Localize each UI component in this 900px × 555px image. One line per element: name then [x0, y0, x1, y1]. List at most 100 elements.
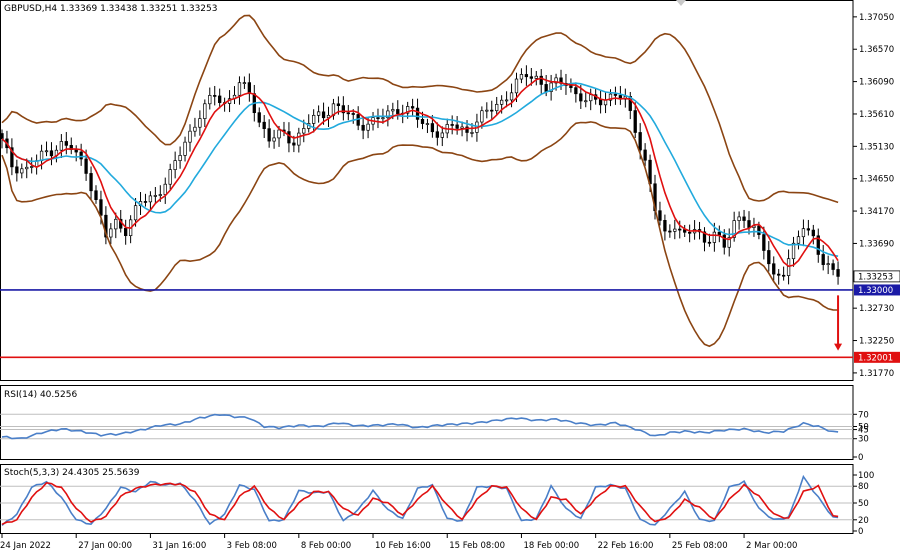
candle[interactable] [836, 261, 840, 285]
candle[interactable] [153, 186, 158, 204]
candle[interactable] [173, 151, 177, 179]
candle[interactable] [702, 227, 707, 252]
candle[interactable] [49, 142, 54, 166]
candle[interactable] [762, 226, 766, 260]
candle[interactable] [410, 98, 415, 117]
candle[interactable] [25, 158, 29, 179]
candle[interactable] [148, 191, 153, 211]
candle[interactable] [208, 87, 212, 110]
candle[interactable] [668, 224, 672, 238]
candle[interactable] [89, 166, 93, 200]
candle[interactable] [455, 116, 459, 135]
candle[interactable] [742, 209, 746, 228]
scroll-marker-icon [676, 0, 686, 6]
candle[interactable] [114, 212, 118, 239]
candle[interactable] [124, 219, 128, 245]
candle[interactable] [613, 86, 618, 105]
candle[interactable] [94, 185, 98, 204]
candle[interactable] [584, 91, 588, 108]
candle[interactable] [643, 143, 647, 167]
candle[interactable] [287, 122, 291, 153]
candle[interactable] [435, 122, 439, 146]
candle[interactable] [64, 132, 68, 155]
candle[interactable] [519, 68, 524, 84]
candle[interactable] [727, 228, 731, 257]
candle[interactable] [257, 107, 261, 128]
candle[interactable] [302, 119, 306, 143]
candle[interactable] [79, 143, 83, 166]
candle[interactable] [687, 224, 692, 243]
candle[interactable] [772, 256, 776, 281]
candle[interactable] [628, 91, 632, 120]
candle[interactable] [777, 269, 781, 285]
candle[interactable] [316, 105, 321, 123]
candle[interactable] [242, 76, 247, 89]
candle[interactable] [816, 228, 820, 263]
candle[interactable] [663, 214, 667, 241]
candle[interactable] [425, 118, 430, 134]
candle[interactable] [272, 129, 276, 149]
candle[interactable] [673, 219, 677, 240]
candle[interactable] [237, 76, 242, 105]
candle[interactable] [440, 126, 444, 147]
candle[interactable] [267, 119, 271, 148]
candle[interactable] [534, 71, 538, 86]
candle[interactable] [262, 115, 266, 139]
candle[interactable] [59, 134, 64, 159]
candle[interactable] [767, 241, 771, 272]
candle[interactable] [524, 65, 529, 86]
stochastic-panel[interactable] [0, 464, 854, 534]
candle[interactable] [104, 206, 108, 245]
candle[interactable] [539, 69, 543, 94]
candle[interactable] [504, 91, 509, 108]
candle[interactable] [415, 98, 420, 128]
candle[interactable] [633, 102, 637, 138]
candle[interactable] [109, 223, 113, 245]
candle[interactable] [213, 85, 217, 106]
candle-body [796, 236, 801, 244]
candle[interactable] [831, 259, 835, 276]
candle[interactable] [143, 193, 148, 207]
candle[interactable] [678, 220, 682, 239]
candle[interactable] [218, 88, 222, 109]
candle[interactable] [312, 109, 316, 133]
main-price-panel[interactable] [0, 0, 854, 381]
rsi-panel[interactable] [0, 385, 854, 460]
candle[interactable] [203, 99, 207, 127]
candle[interactable] [341, 96, 345, 121]
candle[interactable] [791, 236, 796, 267]
candle[interactable] [198, 110, 202, 136]
candle[interactable] [247, 73, 252, 102]
candle[interactable] [826, 255, 830, 275]
candle[interactable] [781, 266, 786, 281]
candle[interactable] [193, 117, 197, 137]
candle[interactable] [549, 74, 553, 101]
candle[interactable] [361, 115, 365, 140]
candle[interactable] [396, 100, 400, 120]
candle[interactable] [183, 136, 187, 162]
candle[interactable] [801, 219, 806, 247]
candle-body [549, 82, 553, 92]
candle[interactable] [821, 245, 825, 271]
candle[interactable] [297, 127, 301, 153]
candle[interactable] [168, 163, 172, 190]
candle[interactable] [796, 230, 801, 250]
candle[interactable] [737, 211, 741, 230]
candle[interactable] [178, 146, 182, 169]
candle[interactable] [450, 115, 454, 135]
candle[interactable] [188, 124, 192, 152]
candle[interactable] [20, 163, 24, 179]
candle-body [826, 263, 830, 266]
candle[interactable] [44, 141, 49, 157]
candle[interactable] [495, 96, 499, 116]
candle[interactable] [806, 219, 811, 236]
candle[interactable] [346, 104, 350, 121]
candle[interactable] [376, 108, 380, 129]
candle[interactable] [490, 100, 494, 120]
candle[interactable] [485, 102, 489, 119]
candle[interactable] [10, 138, 14, 176]
candle[interactable] [658, 201, 662, 226]
candle[interactable] [811, 224, 815, 245]
candle[interactable] [15, 159, 19, 182]
